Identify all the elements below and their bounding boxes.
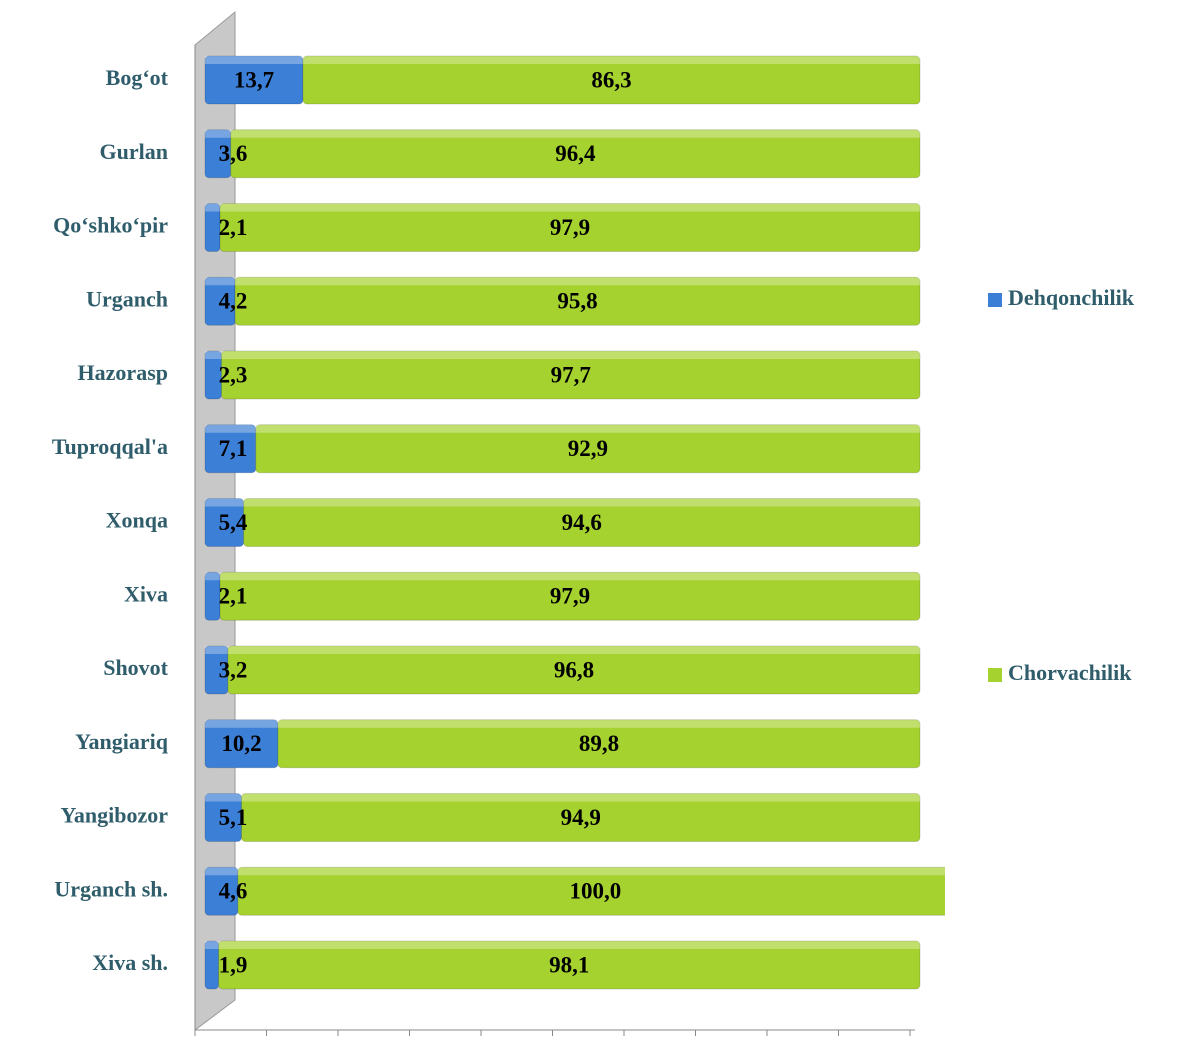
bar-highlight <box>205 351 222 359</box>
category-label: Hazorasp <box>78 360 168 385</box>
category-label: Xiva <box>124 581 168 606</box>
bar-highlight <box>205 424 256 433</box>
legend-swatch <box>988 668 1002 682</box>
bar-highlight <box>277 719 920 728</box>
value-label: 89,8 <box>579 731 619 756</box>
bar-highlight <box>237 867 945 876</box>
legend-label: Chorvachilik <box>1008 660 1132 685</box>
value-label: 2,1 <box>219 584 248 609</box>
category-label: Urganch <box>86 286 168 311</box>
bar-highlight <box>205 793 242 802</box>
bar-segment <box>302 55 921 105</box>
value-label: 98,1 <box>549 952 589 977</box>
bar-segment <box>255 424 921 474</box>
category-label: Qo‘shko‘pir <box>53 213 168 238</box>
category-label: Yangibozor <box>60 803 168 828</box>
bar-segment <box>219 571 921 621</box>
bar-highlight <box>205 277 236 286</box>
value-label: 4,6 <box>219 879 248 904</box>
bar-segment <box>230 129 921 179</box>
bar-segment <box>227 645 921 695</box>
value-label: 97,9 <box>550 215 590 240</box>
value-label: 13,7 <box>234 67 274 92</box>
value-label: 97,7 <box>551 362 591 387</box>
bar-segment <box>219 203 921 252</box>
category-label: Xonqa <box>106 508 168 533</box>
bar-segment <box>243 498 921 547</box>
bar-highlight <box>205 646 228 654</box>
bar-segment <box>277 719 921 769</box>
value-label: 3,2 <box>219 657 248 682</box>
value-label: 3,6 <box>219 141 248 166</box>
bar-highlight <box>235 277 920 286</box>
category-label: Xiva sh. <box>92 950 168 975</box>
category-label: Urganch sh. <box>54 876 168 901</box>
value-label: 96,8 <box>554 657 594 682</box>
bar-highlight <box>205 56 303 64</box>
bar-segment <box>237 866 945 916</box>
legend-label: Dehqonchilik <box>1008 285 1135 310</box>
bar-highlight <box>230 129 921 138</box>
bar-segment <box>220 350 921 400</box>
bar-highlight <box>218 941 920 949</box>
bar-highlight <box>221 351 920 359</box>
bar-highlight <box>220 572 920 581</box>
value-label: 94,9 <box>561 805 601 830</box>
bar-highlight <box>205 719 278 728</box>
bar-highlight <box>227 646 920 654</box>
bar-highlight <box>220 203 920 212</box>
bar-highlight <box>205 129 231 138</box>
category-label: Yangiariq <box>75 729 169 754</box>
bar-highlight <box>205 498 244 507</box>
value-label: 2,3 <box>219 362 248 387</box>
bar-highlight <box>205 867 238 876</box>
bar-highlight <box>205 941 219 949</box>
bar-highlight <box>302 56 921 64</box>
value-label: 5,4 <box>219 510 248 535</box>
value-label: 5,1 <box>219 805 248 830</box>
value-label: 7,1 <box>219 436 248 461</box>
category-label: Bog‘ot <box>106 65 169 90</box>
bar-highlight <box>205 572 221 581</box>
bars <box>204 55 945 990</box>
value-label: 10,2 <box>221 731 261 756</box>
value-label: 92,9 <box>568 436 608 461</box>
bar-highlight <box>241 793 921 802</box>
category-label: Tuproqqal'a <box>52 434 168 459</box>
bar-segment <box>234 276 921 326</box>
bar-highlight <box>255 424 920 433</box>
category-label: Gurlan <box>100 139 168 164</box>
bar-highlight <box>243 498 921 507</box>
value-label: 97,9 <box>550 584 590 609</box>
bar-segment <box>240 793 921 842</box>
bar-highlight <box>205 203 221 212</box>
value-label: 86,3 <box>591 67 631 92</box>
value-label: 96,4 <box>555 141 596 166</box>
value-label: 2,1 <box>219 215 248 240</box>
value-label: 95,8 <box>557 289 597 314</box>
value-label: 1,9 <box>219 952 248 977</box>
legend-swatch <box>988 293 1002 307</box>
value-label: 100,0 <box>570 879 622 904</box>
value-label: 94,6 <box>562 510 602 535</box>
bar-segment <box>218 940 921 990</box>
value-label: 4,2 <box>219 289 248 314</box>
category-label: Shovot <box>103 655 168 680</box>
